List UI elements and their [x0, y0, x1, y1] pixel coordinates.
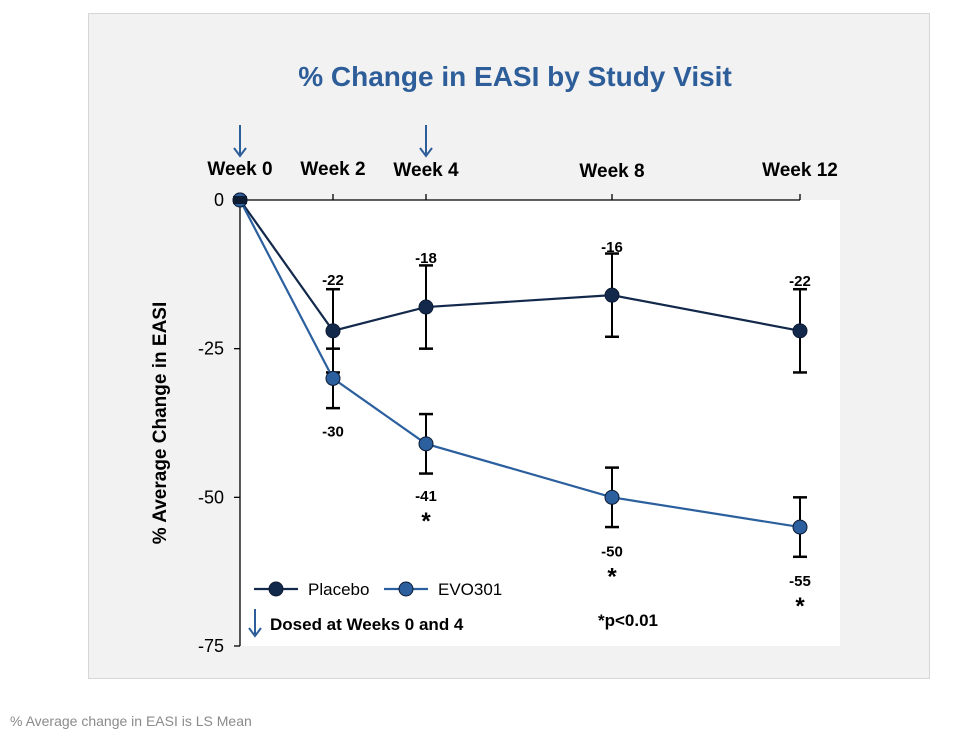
significance-star: *	[795, 593, 805, 620]
dose-legend-arrow-head	[248, 627, 262, 638]
y-tick-label: -75	[198, 636, 224, 656]
legend-marker-placebo	[268, 581, 284, 597]
data-point-placebo	[604, 287, 620, 303]
plot-area	[240, 200, 840, 646]
x-tick-label: Week 2	[300, 159, 365, 180]
data-point-evo301	[604, 489, 620, 505]
legend-label-evo301: EVO301	[438, 580, 502, 599]
data-label: -41	[415, 488, 437, 505]
data-point-evo301	[792, 519, 808, 535]
legend-label-placebo: Placebo	[308, 580, 369, 599]
data-point-placebo	[325, 323, 341, 339]
baseline-marker	[233, 196, 247, 204]
x-tick-label: Week 4	[393, 160, 459, 181]
significance-star: *	[607, 563, 617, 590]
data-point-evo301	[325, 370, 341, 386]
y-tick-label: -50	[198, 487, 224, 507]
data-label: -50	[601, 543, 623, 560]
y-axis-label: % Average Change in EASI	[150, 302, 171, 545]
data-label: -55	[789, 573, 811, 590]
significance-star: *	[421, 508, 431, 535]
dose-arrow-week-0-head	[233, 147, 247, 158]
data-label: -16	[601, 239, 623, 256]
pvalue-note: *p<0.01	[598, 611, 658, 630]
x-tick-label: Week 12	[762, 160, 838, 181]
data-point-placebo	[792, 323, 808, 339]
x-tick-label: Week 8	[579, 161, 644, 182]
dosing-note: Dosed at Weeks 0 and 4	[270, 615, 464, 634]
y-tick-label: -25	[198, 339, 224, 359]
chart-title: % Change in EASI by Study Visit	[298, 61, 732, 92]
dose-arrow-week-4-head	[419, 147, 433, 158]
data-label: -18	[415, 250, 437, 267]
y-tick-label: 0	[214, 190, 224, 210]
data-point-evo301	[418, 436, 434, 452]
data-label: -22	[322, 272, 344, 289]
x-tick-label: Week 0	[207, 159, 272, 180]
data-label: -22	[789, 273, 811, 290]
legend-marker-evo301	[398, 581, 414, 597]
data-label: -30	[322, 423, 344, 440]
data-point-placebo	[418, 299, 434, 315]
footnote: % Average change in EASI is LS Mean	[10, 713, 252, 729]
